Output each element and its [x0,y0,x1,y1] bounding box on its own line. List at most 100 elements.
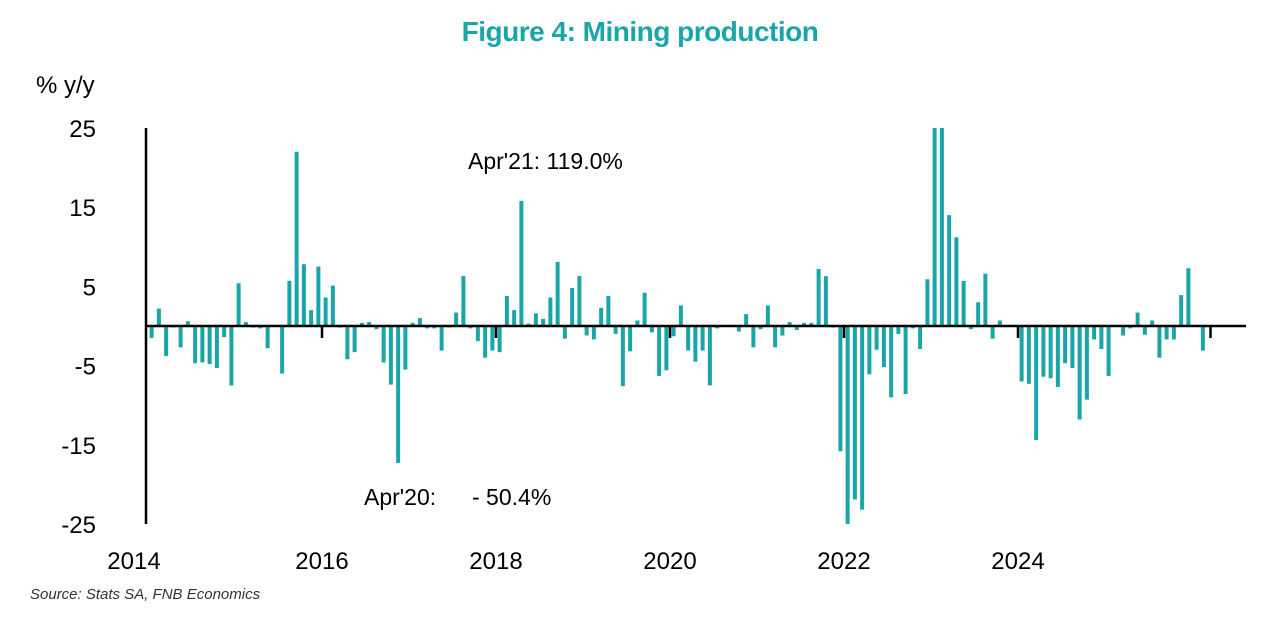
bar [570,287,575,326]
bar [860,326,865,510]
bar [968,326,973,330]
y-tick-label: -5 [75,354,96,381]
bar [990,326,995,339]
bar [896,326,901,334]
bar [765,305,770,326]
bar [925,279,930,326]
bar [794,326,799,330]
bar [939,128,944,326]
bar [591,326,596,340]
bar [744,314,749,326]
bar [707,326,712,386]
bar [149,326,154,338]
bar [214,326,219,368]
bar [635,320,640,326]
y-tick-label: 5 [83,274,96,301]
bar [823,276,828,326]
bar [243,322,248,326]
bar [852,326,857,500]
bar [403,326,408,370]
bar [1150,320,1155,326]
bar [555,261,560,326]
bar [193,326,198,364]
annotation-apr20-value: - 50.4% [472,484,551,510]
bar [599,307,604,326]
bar [483,326,488,358]
bar [1070,326,1075,368]
bar [374,326,379,330]
x-tick-label: 2020 [643,548,696,575]
bar [671,326,676,337]
bar [200,326,205,363]
bar [1034,326,1039,441]
bar [736,326,741,332]
bar [388,326,393,385]
y-tick-label: -15 [61,433,96,460]
x-tick-label: 2018 [469,548,522,575]
bar [207,326,212,365]
bar [620,326,625,387]
bar [606,295,611,326]
bar [410,322,415,326]
x-tick-label: 2016 [295,548,348,575]
bar [185,321,190,326]
bar [533,313,538,326]
bar [889,326,894,398]
y-tick-label: 25 [69,116,96,143]
bar [700,326,705,351]
annotation-apr20-label: Apr'20: [364,484,436,510]
bar [628,326,633,352]
bar [881,326,886,368]
bar [367,322,372,326]
bar [541,318,546,326]
y-tick-label: -25 [61,512,96,539]
bar [439,326,444,351]
bar [642,292,647,326]
bar [686,326,691,351]
bar [903,326,908,395]
bar [1048,326,1053,379]
bar [280,326,285,374]
bar [461,276,466,326]
bar [657,326,662,376]
bar [1186,268,1191,326]
bar [1200,326,1205,351]
bar [236,283,241,326]
bar [345,326,350,360]
bar [918,326,923,349]
bar [1026,326,1031,384]
bar [867,326,872,375]
bar [932,128,937,326]
bar [323,297,328,326]
source-note: Source: Stats SA, FNB Economics [30,586,261,603]
chart-title: Figure 4: Mining production [461,16,819,47]
bar [301,264,306,326]
bar [287,280,292,326]
bar [381,326,386,363]
bar [1157,326,1162,358]
bar [577,276,582,326]
bar [751,326,756,348]
bar [330,285,335,326]
bar [1041,326,1046,377]
annotation-apr21: Apr'21: 119.0% [468,148,623,174]
bar [874,326,879,350]
bar [359,322,364,326]
bar [961,280,966,326]
bar [548,297,553,326]
bar [562,326,567,339]
x-tick-label: 2014 [107,548,160,575]
bar [294,151,299,326]
bar [780,326,785,336]
bar [802,322,807,326]
bar [396,326,401,464]
bar [1092,326,1097,340]
bar [983,273,988,326]
bar [352,326,357,353]
x-tick-label: 2024 [991,548,1044,575]
bar [787,322,792,326]
bar [178,326,183,348]
bar [1055,326,1060,387]
bar [997,320,1002,326]
